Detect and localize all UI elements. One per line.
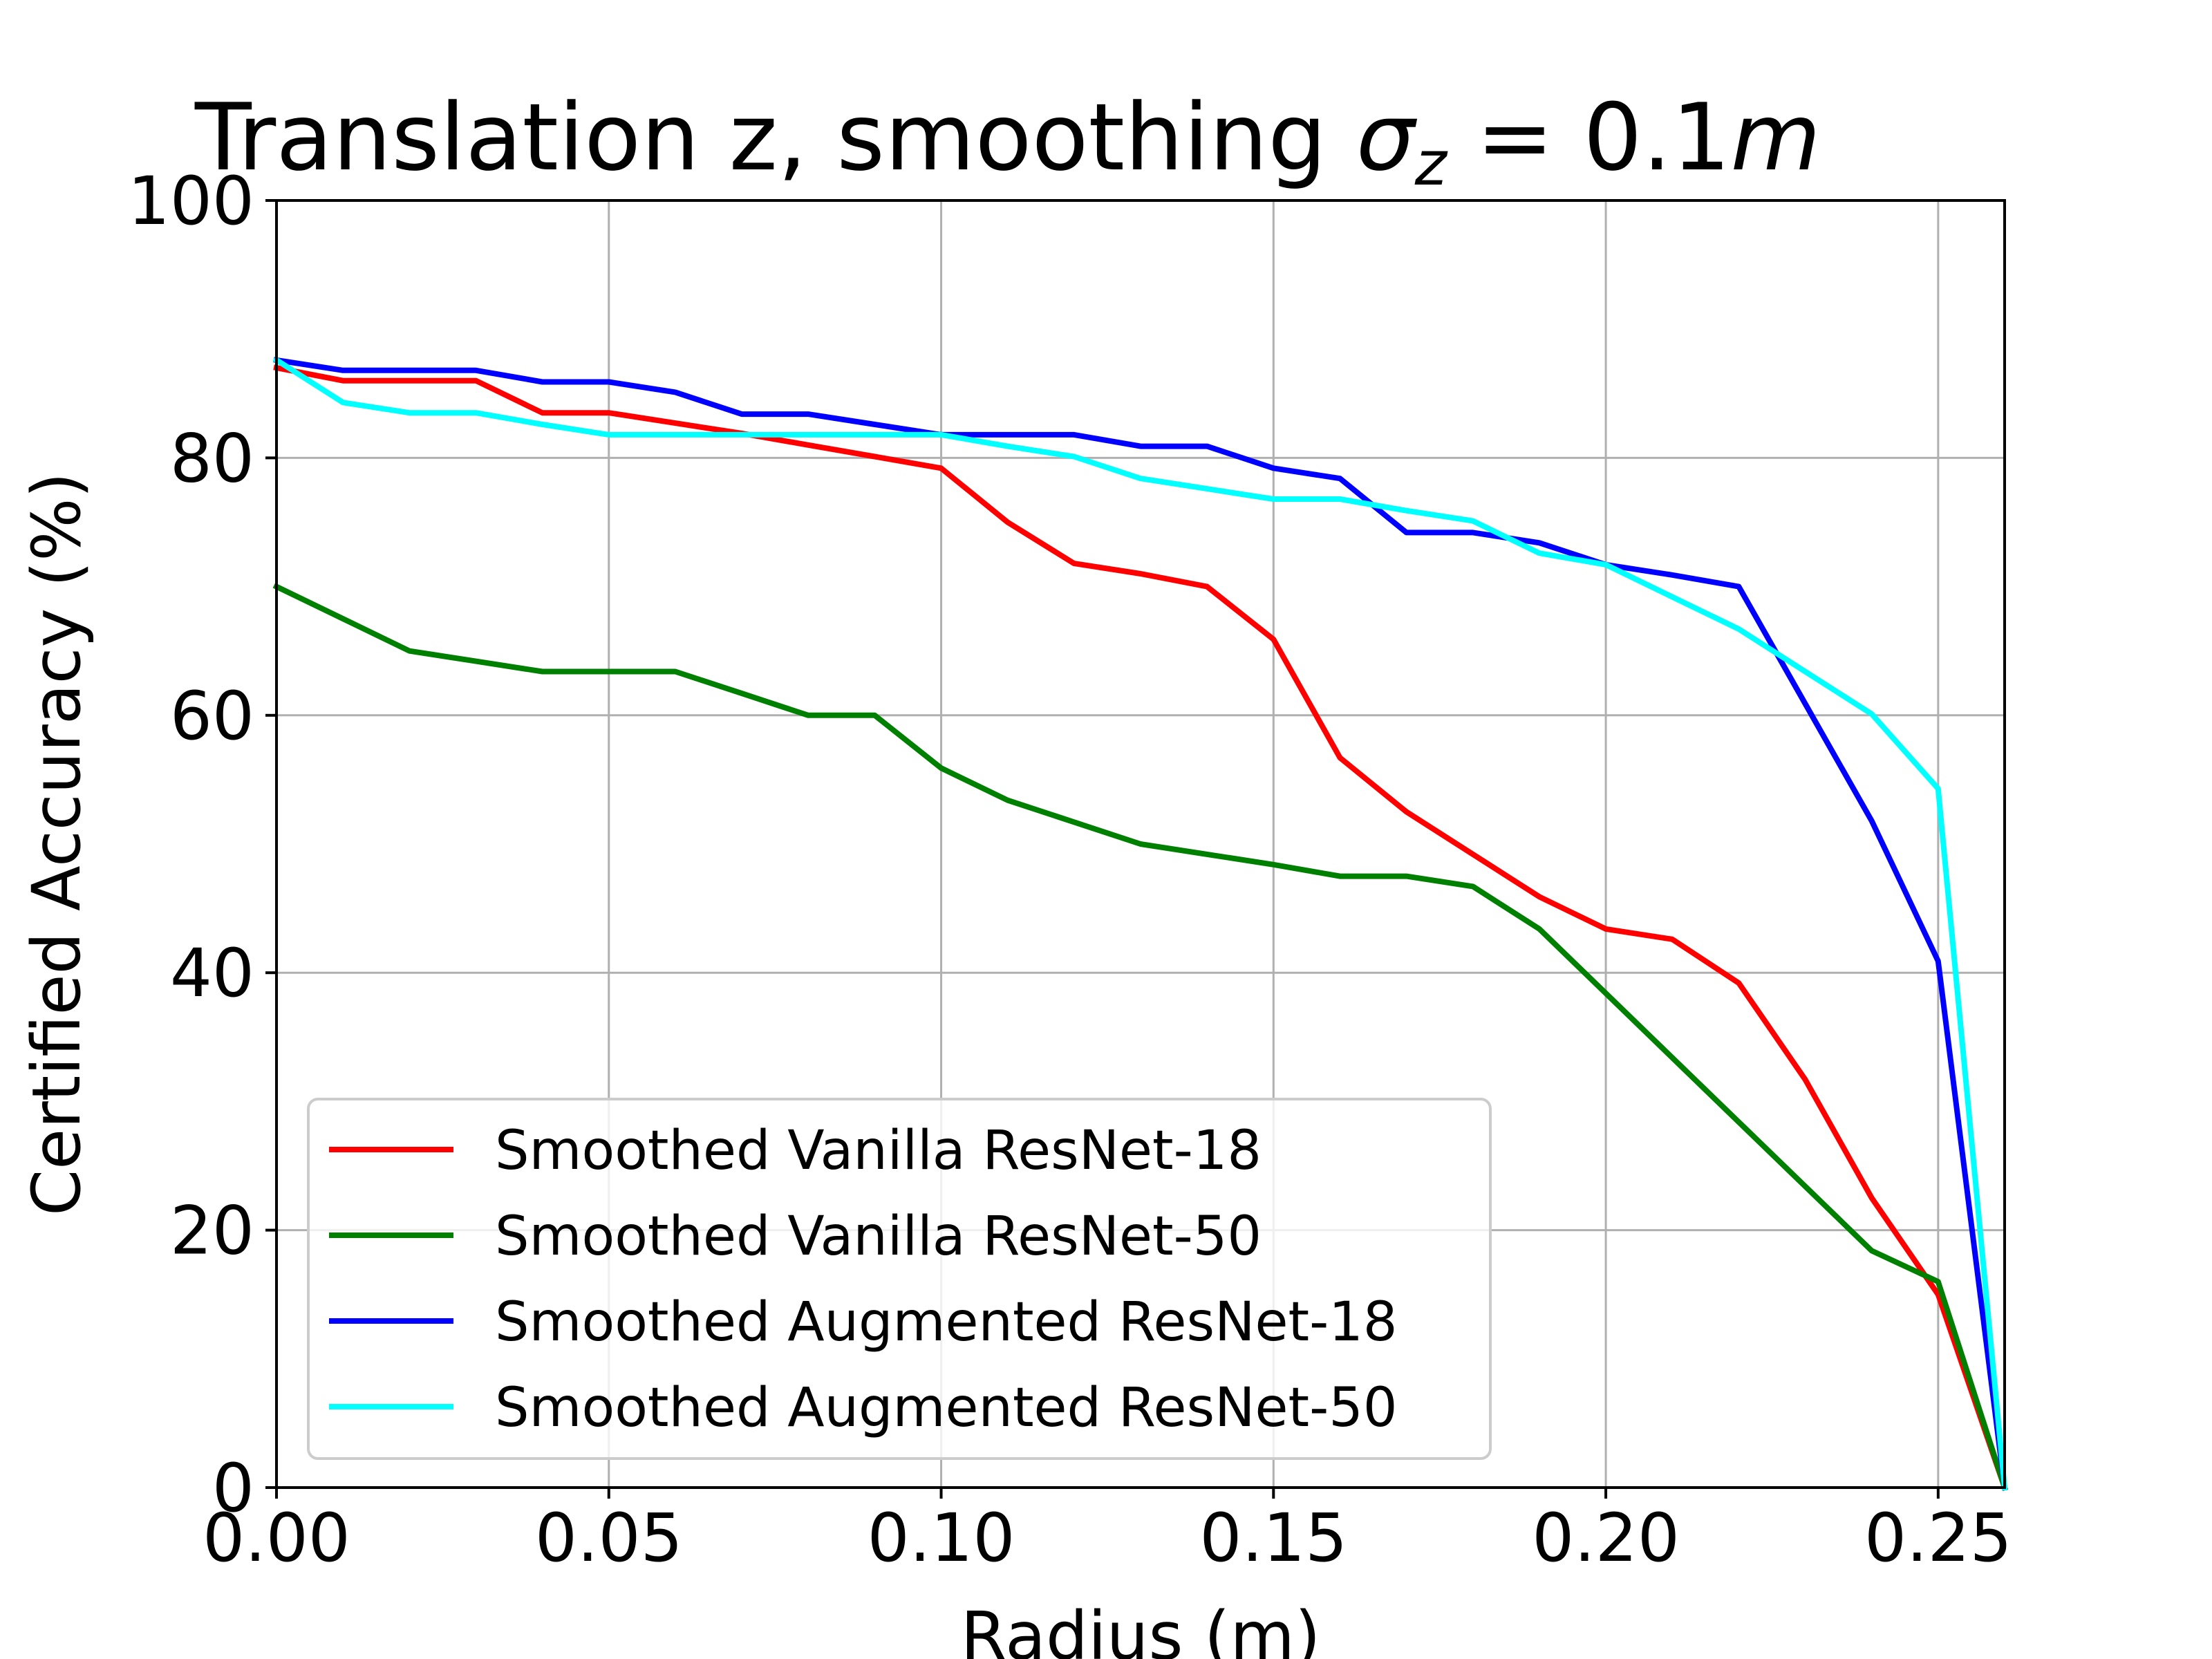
y-tick-label: 20 (170, 1192, 254, 1270)
series-lines (272, 356, 2009, 1492)
y-tick-label: 60 (170, 677, 254, 755)
x-tick-label: 0.05 (535, 1499, 683, 1577)
x-tick-label: 0.00 (203, 1499, 350, 1577)
x-tick-label: 0.25 (1864, 1499, 2012, 1577)
series-line-2 (272, 583, 2009, 1492)
x-tick-label: 0.20 (1532, 1499, 1680, 1577)
y-axis-label: Certified Accuracy (%) (18, 472, 95, 1216)
legend-label-4: Smoothed Augmented ResNet-50 (495, 1377, 1397, 1439)
legend-label-2: Smoothed Vanilla ResNet-50 (495, 1206, 1262, 1268)
legend-label-3: Smoothed Augmented ResNet-18 (495, 1291, 1397, 1353)
x-tick-label: 0.10 (868, 1499, 1015, 1577)
x-axis-label: Radius (m) (961, 1597, 1321, 1659)
x-axis-ticks: 0.00 0.05 0.10 0.15 0.20 0.25 (203, 1488, 2012, 1577)
legend-box (307, 1098, 1492, 1460)
y-tick-label: 80 (170, 420, 254, 497)
legend-items: Smoothed Vanilla ResNet-18 Smoothed Vanil… (329, 1120, 1397, 1439)
y-tick-label: 0 (212, 1450, 254, 1527)
series-line-4 (272, 356, 2008, 1491)
chart-title: Translation z, smoothing σz = 0.1m (194, 84, 1821, 199)
axes-frame (275, 199, 2006, 1489)
series-line-3 (273, 357, 2008, 1491)
y-axis-ticks: 0 20 40 60 80 100 (128, 162, 276, 1527)
y-tick-label: 100 (128, 162, 254, 240)
x-tick-label: 0.15 (1199, 1499, 1347, 1577)
legend: Smoothed Vanilla ResNet-18 Smoothed Vanil… (307, 1098, 1492, 1460)
legend-label-1: Smoothed Vanilla ResNet-18 (495, 1120, 1262, 1182)
series-line-1 (273, 364, 2009, 1492)
y-tick-label: 40 (170, 935, 254, 1012)
